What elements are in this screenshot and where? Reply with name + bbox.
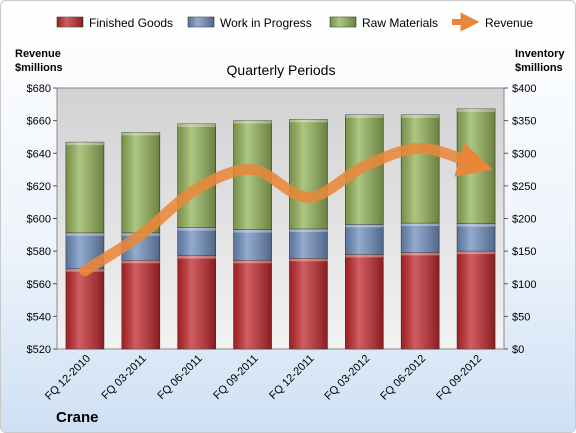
x-axis-tick-label: FQ 03-2012 xyxy=(322,353,372,403)
bar-top-bevel xyxy=(345,224,384,228)
right-axis-tick-label: $150 xyxy=(512,246,536,258)
bar-top-bevel xyxy=(345,254,384,258)
x-axis-tick-label: FQ 03-2011 xyxy=(100,353,149,402)
bar-top-bevel xyxy=(233,229,272,233)
right-axis-tick-label: $400 xyxy=(512,83,536,95)
left-axis-title: Revenue xyxy=(15,48,61,60)
bar-top-bevel xyxy=(345,114,384,118)
company-name: Crane xyxy=(56,409,99,426)
revenue-point xyxy=(196,188,198,190)
left-axis-tick-label: $520 xyxy=(27,344,51,356)
right-axis-tick-label: $100 xyxy=(512,279,536,291)
legend-label: Finished Goods xyxy=(89,16,173,30)
x-axis-tick-label: FQ 09-2012 xyxy=(434,353,484,403)
left-axis-tick-label: $540 xyxy=(27,311,51,323)
bar-top-bevel xyxy=(289,228,328,232)
bar-shading xyxy=(289,228,328,259)
bar-shading xyxy=(289,119,328,229)
x-axis-tick-label: FQ 12-2011 xyxy=(267,353,316,402)
right-axis-tick-label: $50 xyxy=(512,311,530,323)
x-axis-tick-label: FQ 06-2011 xyxy=(155,353,204,402)
bar-shading xyxy=(457,223,496,252)
legend-swatch-shading xyxy=(330,17,356,27)
right-axis-tick-label: $200 xyxy=(512,214,536,226)
bar-top-bevel xyxy=(457,251,496,255)
bar-shading xyxy=(177,227,216,256)
right-axis-title: $millions xyxy=(515,62,563,74)
bar-top-bevel xyxy=(401,252,440,256)
revenue-point xyxy=(252,169,254,171)
bar-top-bevel xyxy=(401,114,440,118)
bar-shading xyxy=(233,260,272,349)
right-axis-tick-label: $250 xyxy=(512,181,536,193)
bar-top-bevel xyxy=(457,223,496,227)
left-axis-title: $millions xyxy=(15,62,63,74)
bar-shading xyxy=(289,258,328,349)
bar-shading xyxy=(401,252,440,349)
bar-top-bevel xyxy=(65,232,104,236)
revenue-point xyxy=(475,164,477,166)
bar-top-bevel xyxy=(289,258,328,262)
revenue-point xyxy=(140,234,142,236)
bar-shading xyxy=(121,132,160,233)
legend-swatch-shading xyxy=(188,17,214,27)
bar-shading xyxy=(345,254,384,349)
bar-top-bevel xyxy=(401,223,440,227)
left-axis-tick-label: $680 xyxy=(27,83,51,95)
right-axis-tick-label: $300 xyxy=(512,148,536,160)
bar-shading xyxy=(121,260,160,349)
bar-top-bevel xyxy=(457,108,496,112)
right-axis-title: Inventory xyxy=(515,48,565,60)
bar-top-bevel xyxy=(289,119,328,123)
bar-shading xyxy=(65,142,104,233)
left-axis-tick-label: $640 xyxy=(27,148,51,160)
bar-top-bevel xyxy=(121,132,160,136)
chart-title: Quarterly Periods xyxy=(227,62,336,78)
bar-top-bevel xyxy=(233,260,272,264)
left-axis-tick-label: $660 xyxy=(27,116,51,128)
bar-top-bevel xyxy=(65,142,104,146)
revenue-point xyxy=(419,147,421,149)
legend-label: Raw Materials xyxy=(362,16,438,30)
revenue-line xyxy=(79,142,493,277)
bar-top-bevel xyxy=(177,227,216,231)
bar-shading xyxy=(65,268,104,349)
bar-shading xyxy=(233,229,272,261)
left-axis-tick-label: $580 xyxy=(27,246,51,258)
revenue-point xyxy=(307,196,309,198)
revenue-point xyxy=(363,165,365,167)
legend-label: Work in Progress xyxy=(220,16,312,30)
bar-shading xyxy=(401,114,440,224)
right-axis-tick-label: $0 xyxy=(512,344,524,356)
x-axis-tick-label: FQ 09-2011 xyxy=(211,353,260,402)
bar-top-bevel xyxy=(177,255,216,259)
left-axis-tick-label: $620 xyxy=(27,181,51,193)
left-axis-tick-label: $600 xyxy=(27,214,51,226)
x-axis-tick-label: FQ 12-2010 xyxy=(43,353,93,403)
bar-top-bevel xyxy=(177,123,216,127)
bar-shading xyxy=(457,251,496,349)
right-axis-tick-label: $350 xyxy=(512,116,536,128)
bar-shading xyxy=(177,123,216,228)
revenue-point xyxy=(84,270,86,272)
legend-label: Revenue xyxy=(485,16,533,30)
bar-top-bevel xyxy=(233,120,272,124)
x-axis-tick-label: FQ 06-2012 xyxy=(378,353,428,403)
bar-shading xyxy=(345,224,384,255)
bar-shading xyxy=(177,255,216,349)
legend-swatch-shading xyxy=(57,17,83,27)
bar-shading xyxy=(401,223,440,253)
bar-top-bevel xyxy=(121,260,160,264)
left-axis-tick-label: $560 xyxy=(27,279,51,291)
